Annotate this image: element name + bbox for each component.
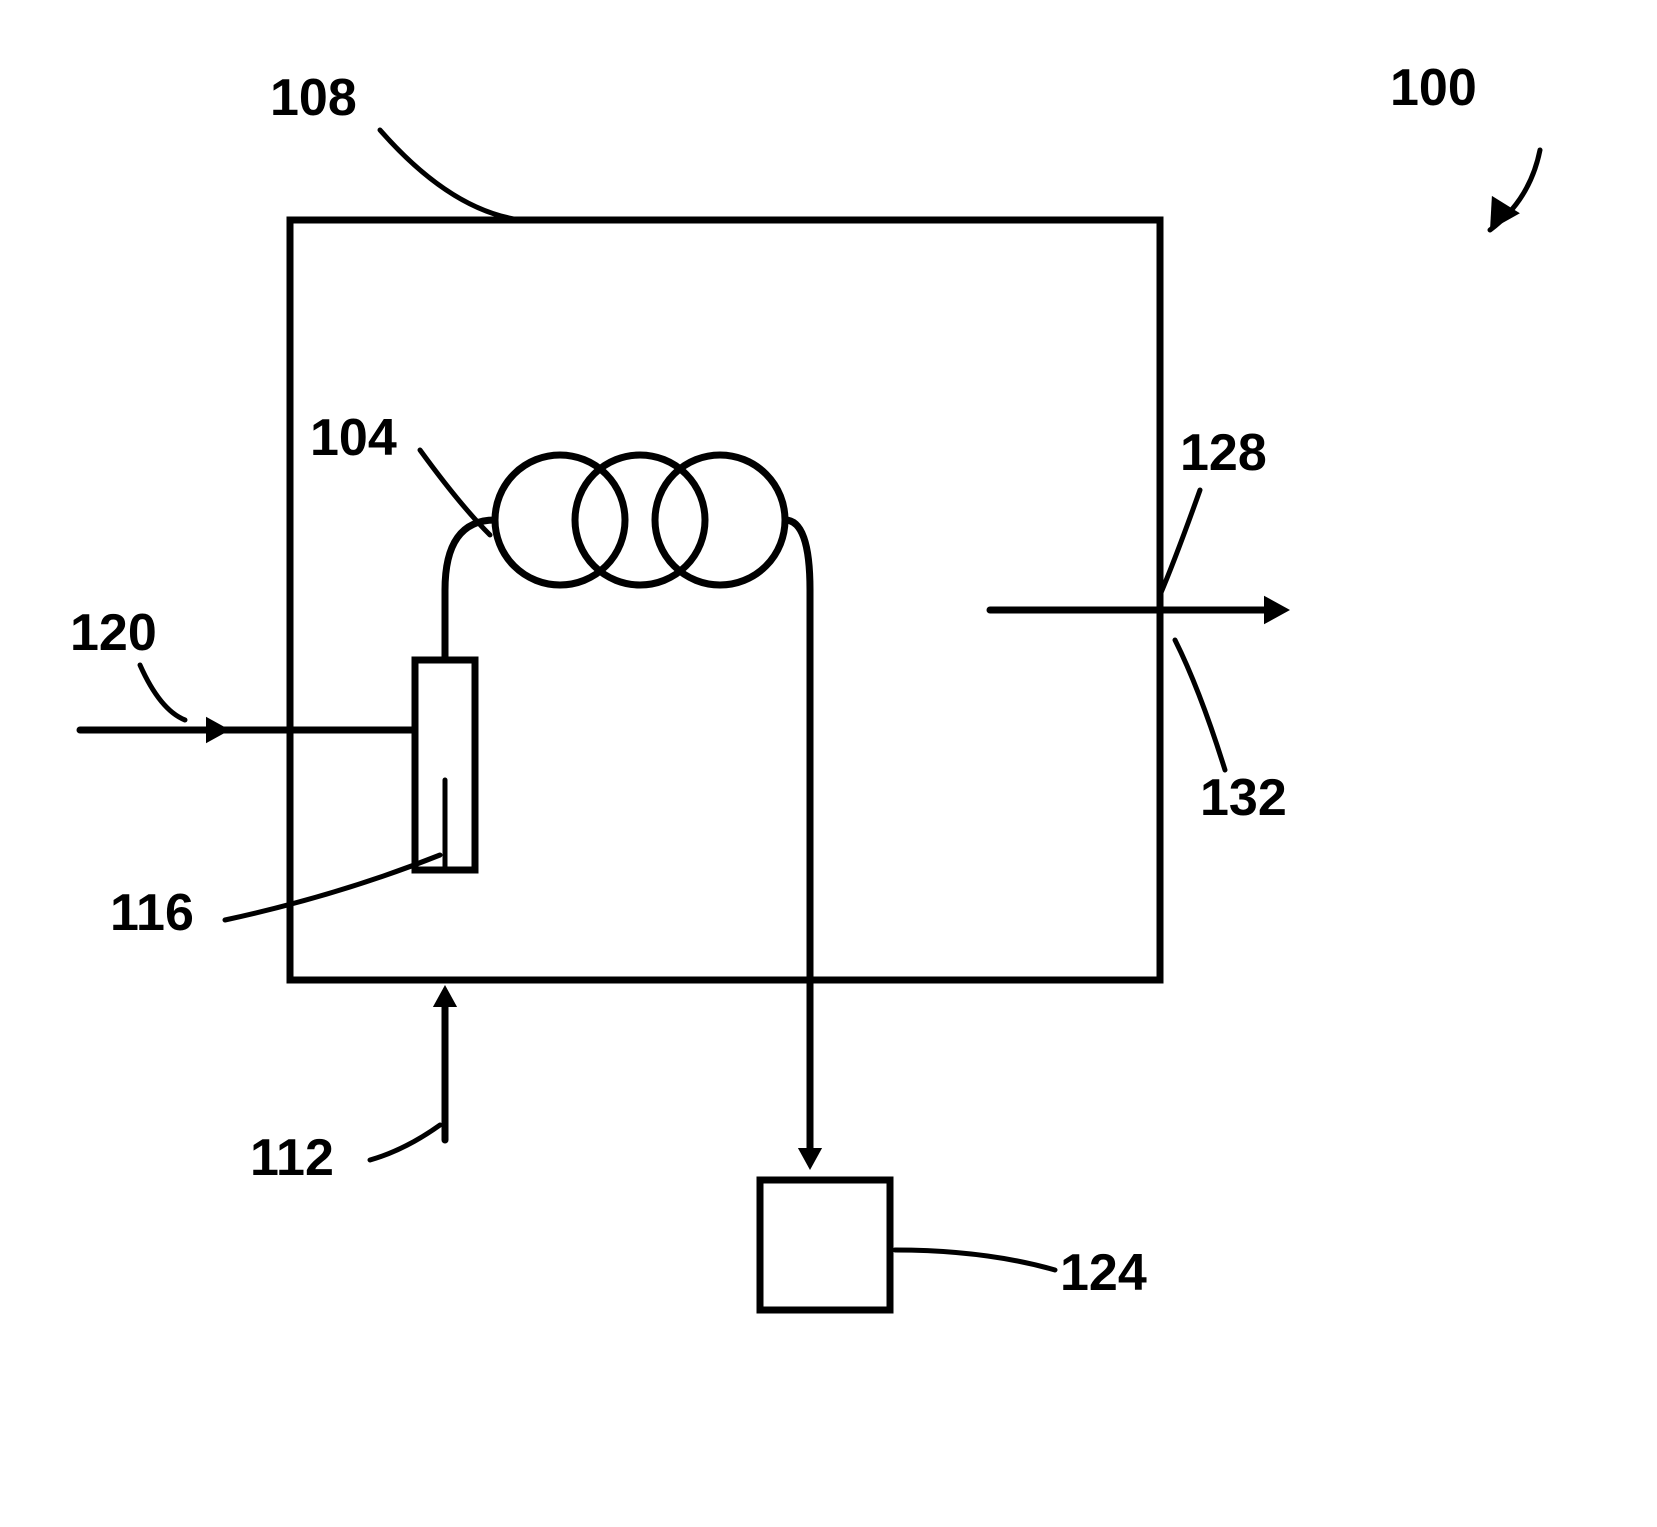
detector-box — [760, 1180, 890, 1310]
ref-label-100: 100 — [1390, 59, 1477, 117]
ref-label-116: 116 — [110, 884, 194, 942]
ref-label-108: 108 — [270, 69, 357, 127]
ref-label-124: 124 — [1060, 1244, 1147, 1302]
coil-icon — [495, 455, 785, 585]
ref-label-120: 120 — [70, 604, 157, 662]
ref-label-112: 112 — [250, 1129, 334, 1187]
enclosure-box — [290, 220, 1160, 980]
ref-label-104: 104 — [310, 409, 397, 467]
ref-label-128: 128 — [1180, 424, 1267, 482]
ref-label-132: 132 — [1200, 769, 1287, 827]
